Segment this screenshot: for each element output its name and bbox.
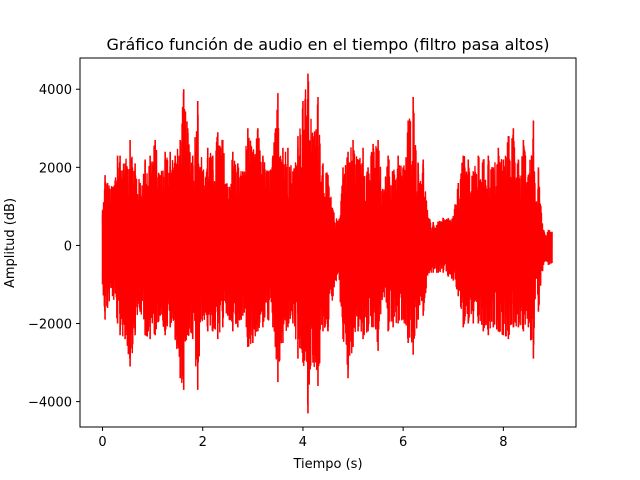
y-tick-label: 4000 xyxy=(39,83,72,98)
x-tick-label: 0 xyxy=(98,435,106,450)
x-axis: 0 2 4 6 8 xyxy=(98,427,507,450)
x-axis-label: Tiempo (s) xyxy=(292,457,362,472)
y-tick-label: −4000 xyxy=(28,396,72,411)
x-tick-label: 6 xyxy=(399,435,407,450)
x-tick-label: 8 xyxy=(499,435,507,450)
axes-frame xyxy=(79,57,577,428)
y-tick-label: 0 xyxy=(64,239,72,254)
y-axis-label: Amplitud (dB) xyxy=(3,198,18,288)
x-tick-label: 4 xyxy=(299,435,307,450)
y-tick-label: 2000 xyxy=(39,161,72,176)
plot-area xyxy=(101,73,553,414)
x-tick-label: 2 xyxy=(199,435,207,450)
y-axis: −4000 −2000 0 2000 4000 xyxy=(28,83,80,411)
chart-title: Gráfico función de audio en el tiempo (f… xyxy=(106,35,549,54)
y-tick-label: −2000 xyxy=(28,318,72,333)
